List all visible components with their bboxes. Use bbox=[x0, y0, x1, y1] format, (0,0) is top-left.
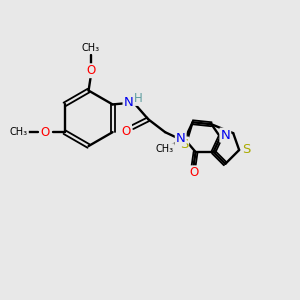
Text: CH₃: CH₃ bbox=[156, 144, 174, 154]
Text: N: N bbox=[176, 132, 186, 145]
Text: S: S bbox=[180, 138, 188, 151]
Text: CH₃: CH₃ bbox=[10, 127, 28, 137]
Text: O: O bbox=[86, 64, 95, 77]
Text: H: H bbox=[134, 92, 143, 105]
Text: CH₃: CH₃ bbox=[82, 43, 100, 53]
Text: N: N bbox=[124, 96, 133, 109]
Text: N: N bbox=[220, 129, 230, 142]
Text: O: O bbox=[40, 126, 50, 139]
Text: O: O bbox=[122, 125, 131, 138]
Text: O: O bbox=[189, 166, 198, 179]
Text: S: S bbox=[242, 142, 250, 155]
